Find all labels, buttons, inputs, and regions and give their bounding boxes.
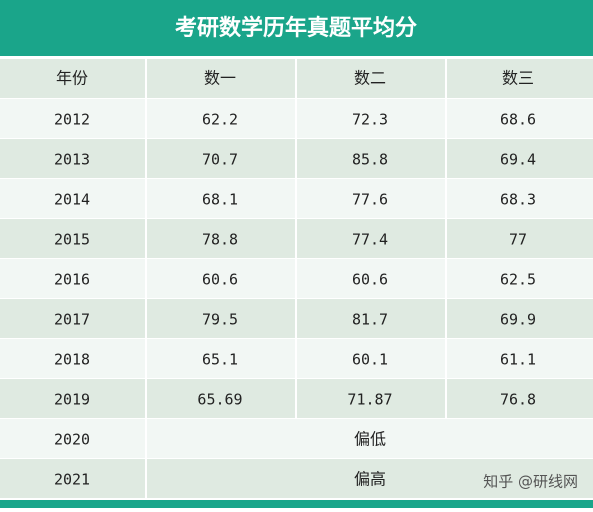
value-cell: 60.1: [352, 351, 388, 369]
value-cell: 60.6: [352, 271, 388, 289]
row-bg: [0, 459, 593, 498]
header-cell: 数三: [502, 69, 534, 88]
value-cell: 79.5: [202, 311, 238, 329]
value-cell: 76.8: [500, 391, 536, 409]
value-cell: 70.7: [202, 151, 238, 169]
value-cell: 77: [509, 231, 527, 249]
bottom-bar: [0, 500, 593, 508]
value-cell: 68.1: [202, 191, 238, 209]
year-cell: 2018: [54, 351, 90, 369]
year-cell: 2017: [54, 311, 90, 329]
title: 考研数学历年真题平均分: [175, 15, 417, 41]
year-cell: 2015: [54, 231, 90, 249]
header-cell: 年份: [56, 69, 88, 88]
value-cell: 62.5: [500, 271, 536, 289]
value-cell: 71.87: [347, 391, 392, 409]
value-cell: 69.9: [500, 311, 536, 329]
header-cell: 数二: [354, 69, 386, 88]
year-cell: 2012: [54, 111, 90, 129]
value-cell: 62.2: [202, 111, 238, 129]
credit: 知乎 @研线网: [483, 473, 578, 491]
value-cell: 65.1: [202, 351, 238, 369]
value-cell: 61.1: [500, 351, 536, 369]
value-cell: 68.6: [500, 111, 536, 129]
value-cell: 69.4: [500, 151, 536, 169]
value-cell: 偏高: [354, 470, 386, 489]
header-cell: 数一: [204, 69, 236, 88]
value-cell: 77.4: [352, 231, 388, 249]
value-cell: 77.6: [352, 191, 388, 209]
year-cell: 2014: [54, 191, 90, 209]
value-cell: 偏低: [354, 430, 386, 449]
value-cell: 60.6: [202, 271, 238, 289]
value-cell: 85.8: [352, 151, 388, 169]
year-cell: 2020: [54, 431, 90, 449]
year-cell: 2013: [54, 151, 90, 169]
row-bg: [0, 419, 593, 458]
value-cell: 65.69: [197, 391, 242, 409]
title-bar: [0, 0, 593, 56]
year-cell: 2016: [54, 271, 90, 289]
year-cell: 2019: [54, 391, 90, 409]
value-cell: 81.7: [352, 311, 388, 329]
year-cell: 2021: [54, 471, 90, 489]
value-cell: 78.8: [202, 231, 238, 249]
value-cell: 72.3: [352, 111, 388, 129]
value-cell: 68.3: [500, 191, 536, 209]
